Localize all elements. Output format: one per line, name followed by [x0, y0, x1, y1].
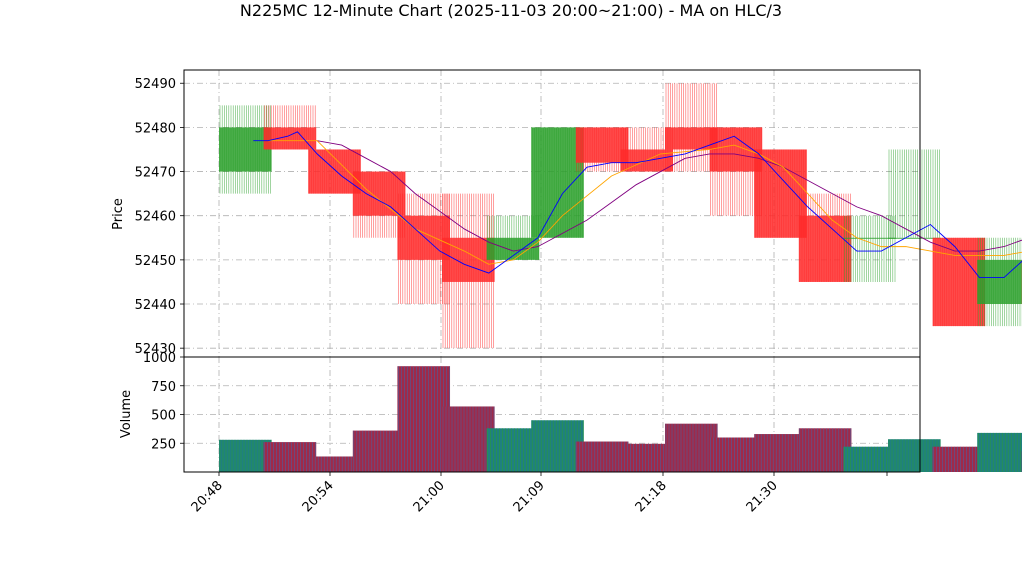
ma-slow-line — [317, 140, 1022, 252]
volume-bar-14 — [843, 446, 897, 472]
candle-1 — [263, 105, 317, 150]
volume-bar-17 — [977, 432, 1022, 472]
price-axis-label: Price — [111, 198, 126, 230]
volume-axis-label: Volume — [119, 390, 134, 438]
candle-body-3 — [352, 171, 406, 216]
candle-body-10 — [665, 127, 718, 150]
volume-bar-fill-10 — [665, 423, 718, 472]
volume-bar-fill-0 — [219, 439, 272, 472]
volume-bar-3 — [352, 430, 406, 472]
chart-title: N225MC 12-Minute Chart (2025-11-03 20:00… — [240, 1, 782, 20]
candle-4 — [397, 193, 451, 305]
volume-bar-fill-1 — [263, 442, 317, 472]
candle-body-8 — [575, 127, 629, 163]
ma-mid-line — [268, 140, 1022, 265]
candle-body-14 — [843, 237, 897, 239]
volume-bar-fill-5 — [442, 406, 495, 472]
candle-body-15 — [888, 237, 941, 239]
candle-body-13 — [798, 215, 852, 282]
price-tick-label-2: 52450 — [135, 254, 176, 269]
volume-bar-5 — [442, 406, 495, 472]
x-tick-label-1: 20:54 — [300, 478, 337, 515]
volume-tick-label-2: 750 — [151, 380, 176, 395]
volume-tick-label-1: 500 — [151, 409, 176, 424]
price-tick-label-0: 52430 — [135, 342, 176, 357]
volume-bar-fill-14 — [843, 446, 897, 472]
ma-fast-line — [253, 131, 1022, 278]
volume-bar-11 — [709, 437, 763, 472]
x-tick-label-4: 21:18 — [633, 478, 670, 515]
candle-body-0 — [219, 127, 272, 172]
price-tick-label-1: 52440 — [135, 298, 176, 313]
price-tick-label-6: 52490 — [135, 77, 176, 92]
candle-14 — [843, 215, 897, 282]
candle-body-2 — [308, 149, 361, 194]
candle-body-17 — [977, 259, 1022, 305]
x-tick-label-2: 21:00 — [411, 478, 448, 515]
candle-body-12 — [754, 149, 807, 238]
volume-bar-6 — [486, 428, 540, 472]
volume-bar-fill-16 — [932, 446, 986, 472]
volume-bar-1 — [263, 442, 317, 472]
price-tick-label-4: 52470 — [135, 166, 176, 181]
volume-bar-fill-15 — [888, 439, 941, 472]
candle-body-4 — [397, 215, 451, 260]
volume-bar-fill-13 — [798, 428, 852, 472]
volume-bar-0 — [219, 439, 272, 472]
volume-bar-fill-3 — [352, 430, 406, 472]
volume-bar-fill-11 — [709, 437, 763, 472]
candle-body-6 — [486, 237, 540, 260]
volume-bar-fill-4 — [397, 366, 451, 472]
volume-bar-15 — [888, 439, 941, 472]
volume-tick-label-3: 1000 — [143, 351, 176, 366]
candle-15 — [888, 149, 941, 239]
volume-bar-7 — [531, 420, 584, 472]
candle-6 — [486, 215, 540, 260]
volume-bar-9 — [620, 443, 674, 472]
volume-bar-8 — [575, 441, 629, 472]
candle-2 — [308, 149, 361, 194]
volume-bar-fill-9 — [620, 443, 674, 472]
candle-17 — [977, 237, 1022, 327]
volume-panel-frame — [183, 356, 921, 473]
volume-bar-fill-6 — [486, 428, 540, 472]
volume-bar-4 — [397, 366, 451, 472]
x-tick-label-5: 21:30 — [744, 478, 781, 515]
volume-bar-fill-7 — [531, 420, 584, 472]
volume-bar-fill-12 — [754, 434, 807, 472]
candle-body-7 — [531, 127, 584, 238]
price-panel: 52430 52440 52450 52460 52470 52480 52490 — [135, 69, 1022, 358]
x-tick-label-0: 20:48 — [189, 478, 226, 515]
x-tick-label-3: 21:09 — [511, 478, 548, 515]
x-axis: 20:48 20:54 21:00 21:09 21:18 21:30 — [189, 472, 888, 515]
candle-5 — [442, 193, 495, 349]
candle-12 — [754, 149, 807, 238]
volume-tick-label-0: 250 — [151, 437, 176, 452]
volume-panel: 250 500 750 1000 — [143, 351, 1022, 473]
volume-bar-16 — [932, 446, 986, 472]
candle-0 — [219, 105, 272, 194]
candle-body-16 — [932, 237, 986, 327]
candle-13 — [798, 193, 852, 282]
candle-body-11 — [709, 127, 763, 172]
price-tick-label-5: 52480 — [135, 121, 176, 136]
candle-16 — [932, 237, 986, 327]
candle-body-1 — [263, 127, 317, 150]
volume-bar-fill-17 — [977, 432, 1022, 472]
volume-bar-13 — [798, 428, 852, 472]
volume-bar-10 — [665, 423, 718, 472]
volume-bar-fill-8 — [575, 441, 629, 472]
price-tick-label-3: 52460 — [135, 210, 176, 225]
